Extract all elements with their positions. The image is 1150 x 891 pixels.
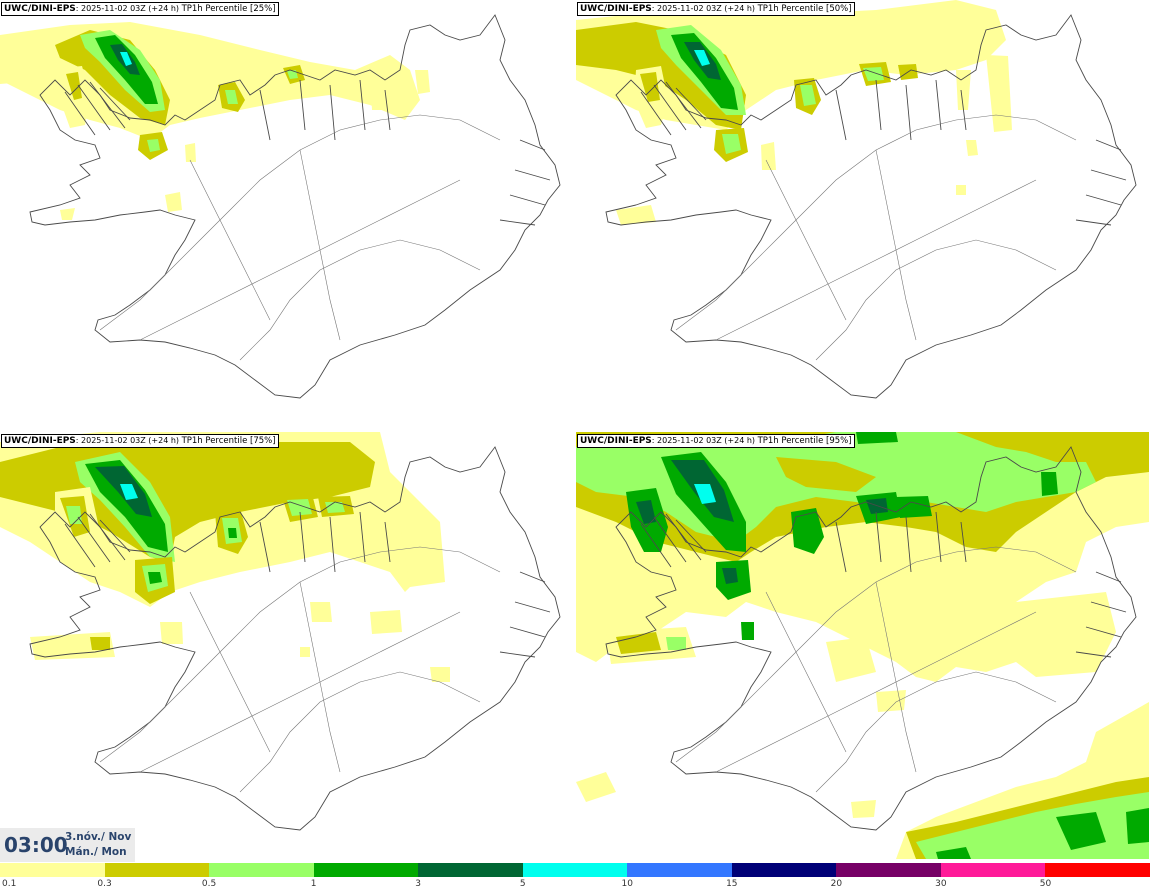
param-label: TP1h Percentile [50%] [757,4,852,14]
coastline [29,14,561,399]
roads [99,546,501,793]
legend-label: 3 [415,879,422,889]
panel-title: UWC/DINI-EPS: 2025-11-02 03Z (+24 h) TP1… [1,2,279,16]
legend-swatch [313,863,419,877]
precip-layer [0,22,430,220]
coastline [605,446,1137,831]
legend-swatch [627,863,733,877]
legend-swatch [836,863,942,877]
coastline [605,14,1137,399]
run-label: : 2025-11-02 03Z (+24 h) [651,436,756,445]
map-panel-p95: UWC/DINI-EPS: 2025-11-02 03Z (+24 h) TP1… [576,432,1149,859]
model-label: UWC/DINI-EPS [4,436,76,446]
iceland-map-p50 [576,0,1137,399]
valid-time-clock: 03:00 [4,833,68,857]
valid-time-box: 03:00 3.nóv./ Nov Mán./ Mon [0,828,135,862]
param-label: TP1h Percentile [95%] [757,436,852,446]
color-legend: 0.1 0.3 0.5 1 3 5 10 15 20 30 50 [0,862,1150,891]
legend-label: 0.1 [2,879,17,889]
map-panel-p75: UWC/DINI-EPS: 2025-11-02 03Z (+24 h) TP1… [0,432,573,859]
map-panel-p50: UWC/DINI-EPS: 2025-11-02 03Z (+24 h) TP1… [576,0,1149,427]
legend-swatch [940,863,1046,877]
run-label: : 2025-11-02 03Z (+24 h) [75,4,180,13]
legend-swatch [209,863,315,877]
panel-title: UWC/DINI-EPS: 2025-11-02 03Z (+24 h) TP1… [1,434,279,448]
param-label: TP1h Percentile [25%] [181,4,276,14]
precip-layer [0,432,450,682]
legend-label: 1 [310,879,317,889]
legend-swatch [0,863,105,877]
precip-layer [576,0,1012,225]
legend-label: 20 [830,879,843,889]
iceland-map-p95 [576,432,1149,859]
run-label: : 2025-11-02 03Z (+24 h) [651,4,756,13]
coastline [29,446,561,831]
valid-date-line1: 3.nóv./ Nov [65,831,132,843]
param-label: TP1h Percentile [75%] [181,436,276,446]
valid-date-line2: Mán./ Mon [65,846,127,858]
model-label: UWC/DINI-EPS [580,4,652,14]
legend-label: 0.3 [97,879,112,889]
legend-swatch [522,863,628,877]
iceland-map-p75 [0,432,561,831]
roads [99,114,501,361]
precip-layer [576,432,1149,859]
roads [675,546,1077,793]
roads [675,114,1077,361]
model-label: UWC/DINI-EPS [580,436,652,446]
iceland-map-p25 [0,14,561,399]
map-panel-p25: UWC/DINI-EPS: 2025-11-02 03Z (+24 h) TP1… [0,0,573,427]
run-label: : 2025-11-02 03Z (+24 h) [75,436,180,445]
legend-label: 50 [1039,879,1052,889]
legend-label: 15 [726,879,738,889]
legend-swatch [1045,863,1150,877]
legend-swatch [418,863,524,877]
panel-title: UWC/DINI-EPS: 2025-11-02 03Z (+24 h) TP1… [577,434,855,448]
legend-label: 5 [519,879,526,889]
legend-label: 30 [935,879,947,889]
legend-label: 10 [621,879,633,889]
legend-swatch [731,863,837,877]
panel-title: UWC/DINI-EPS: 2025-11-02 03Z (+24 h) TP1… [577,2,855,16]
legend-swatch [104,863,210,877]
model-label: UWC/DINI-EPS [4,4,76,14]
legend-label: 0.5 [201,879,217,889]
